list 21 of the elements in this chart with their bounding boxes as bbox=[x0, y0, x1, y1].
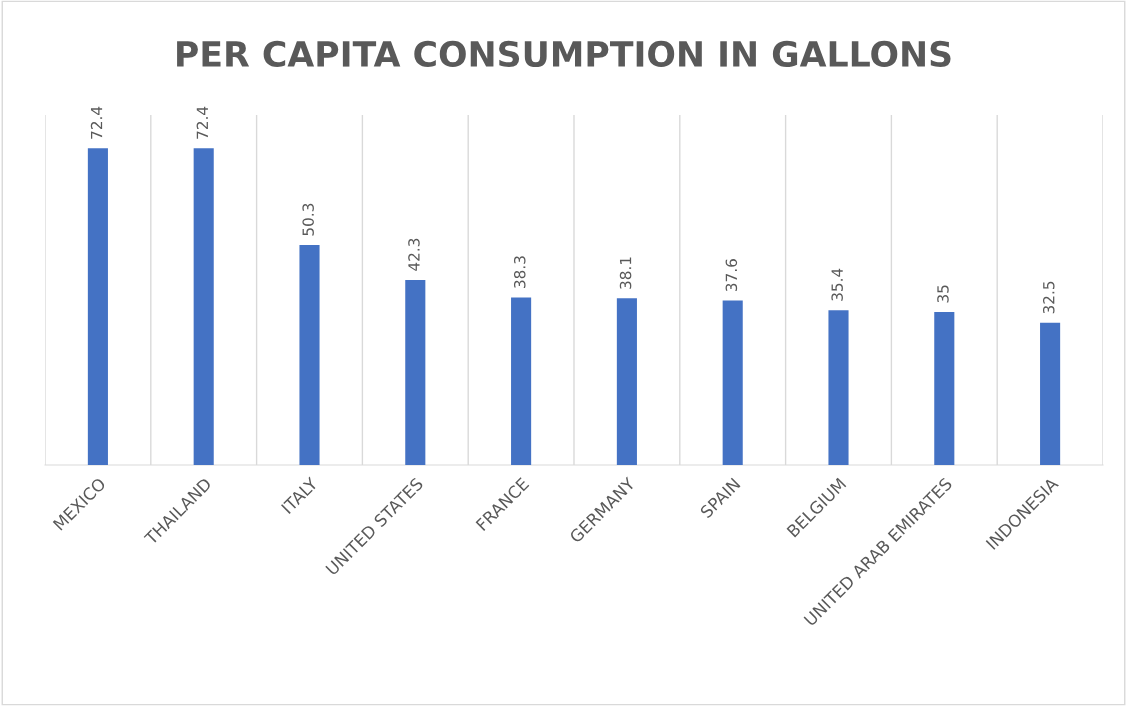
bar bbox=[828, 310, 849, 465]
bar bbox=[405, 279, 426, 465]
bar bbox=[722, 300, 743, 465]
bar bbox=[87, 148, 108, 465]
bar bbox=[193, 148, 214, 465]
chart-title: PER CAPITA CONSUMPTION IN GALLONS bbox=[177, 40, 951, 68]
bar bbox=[616, 298, 637, 465]
data-label: 42.3 bbox=[408, 238, 420, 271]
data-label: 50.3 bbox=[302, 203, 314, 236]
data-label: 35.4 bbox=[831, 268, 843, 301]
data-label: 37.6 bbox=[725, 259, 738, 292]
data-label: 72.4 bbox=[90, 106, 103, 139]
bar bbox=[1040, 322, 1061, 465]
data-label: 38.3 bbox=[513, 256, 526, 288]
bar bbox=[934, 311, 955, 465]
data-label: 32.5 bbox=[1042, 281, 1055, 314]
data-label: 38.1 bbox=[619, 257, 632, 289]
data-label: 72.4 bbox=[196, 106, 208, 139]
bar bbox=[511, 297, 532, 465]
data-label: 35 bbox=[937, 285, 949, 303]
bar bbox=[299, 244, 320, 465]
